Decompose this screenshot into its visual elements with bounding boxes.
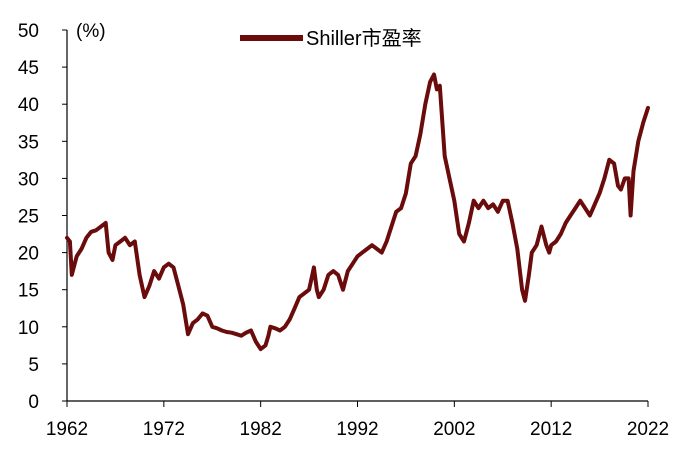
x-tick-label: 1962: [46, 419, 88, 440]
y-tick-label: 10: [18, 318, 39, 339]
y-tick-label: 15: [18, 281, 39, 302]
x-tick-label: 2022: [627, 419, 669, 440]
y-axis-unit-label: (%): [76, 21, 106, 42]
y-tick-label: 5: [28, 355, 39, 376]
series-layer: [65, 72, 650, 352]
series-line-shiller-pe: [65, 72, 650, 352]
x-tick-label: 1972: [143, 419, 185, 440]
x-tick-label: 2012: [530, 419, 572, 440]
x-tick-label: 1992: [336, 419, 378, 440]
y-ticks: 0 5 10 15 20 25 30 35 40 45 50: [18, 21, 67, 413]
x-ticks: 1962 1972 1982 1992 2002 2012 2022: [46, 401, 669, 440]
y-tick-label: 50: [18, 21, 39, 42]
x-tick-label: 2002: [433, 419, 475, 440]
y-tick-label: 0: [28, 392, 39, 413]
y-tick-label: 25: [18, 207, 39, 228]
y-tick-label: 45: [18, 58, 39, 79]
legend-label: Shiller市盈率: [306, 27, 422, 50]
legend: Shiller市盈率: [240, 27, 422, 50]
x-tick-label: 1982: [240, 419, 282, 440]
y-tick-label: 20: [18, 244, 39, 265]
axes: 0 5 10 15 20 25 30 35 40 45 50 1962 1972 1982 1992 200…: [18, 21, 669, 440]
y-tick-label: 30: [18, 169, 39, 190]
y-tick-label: 35: [18, 132, 39, 153]
y-tick-label: 40: [18, 95, 39, 116]
